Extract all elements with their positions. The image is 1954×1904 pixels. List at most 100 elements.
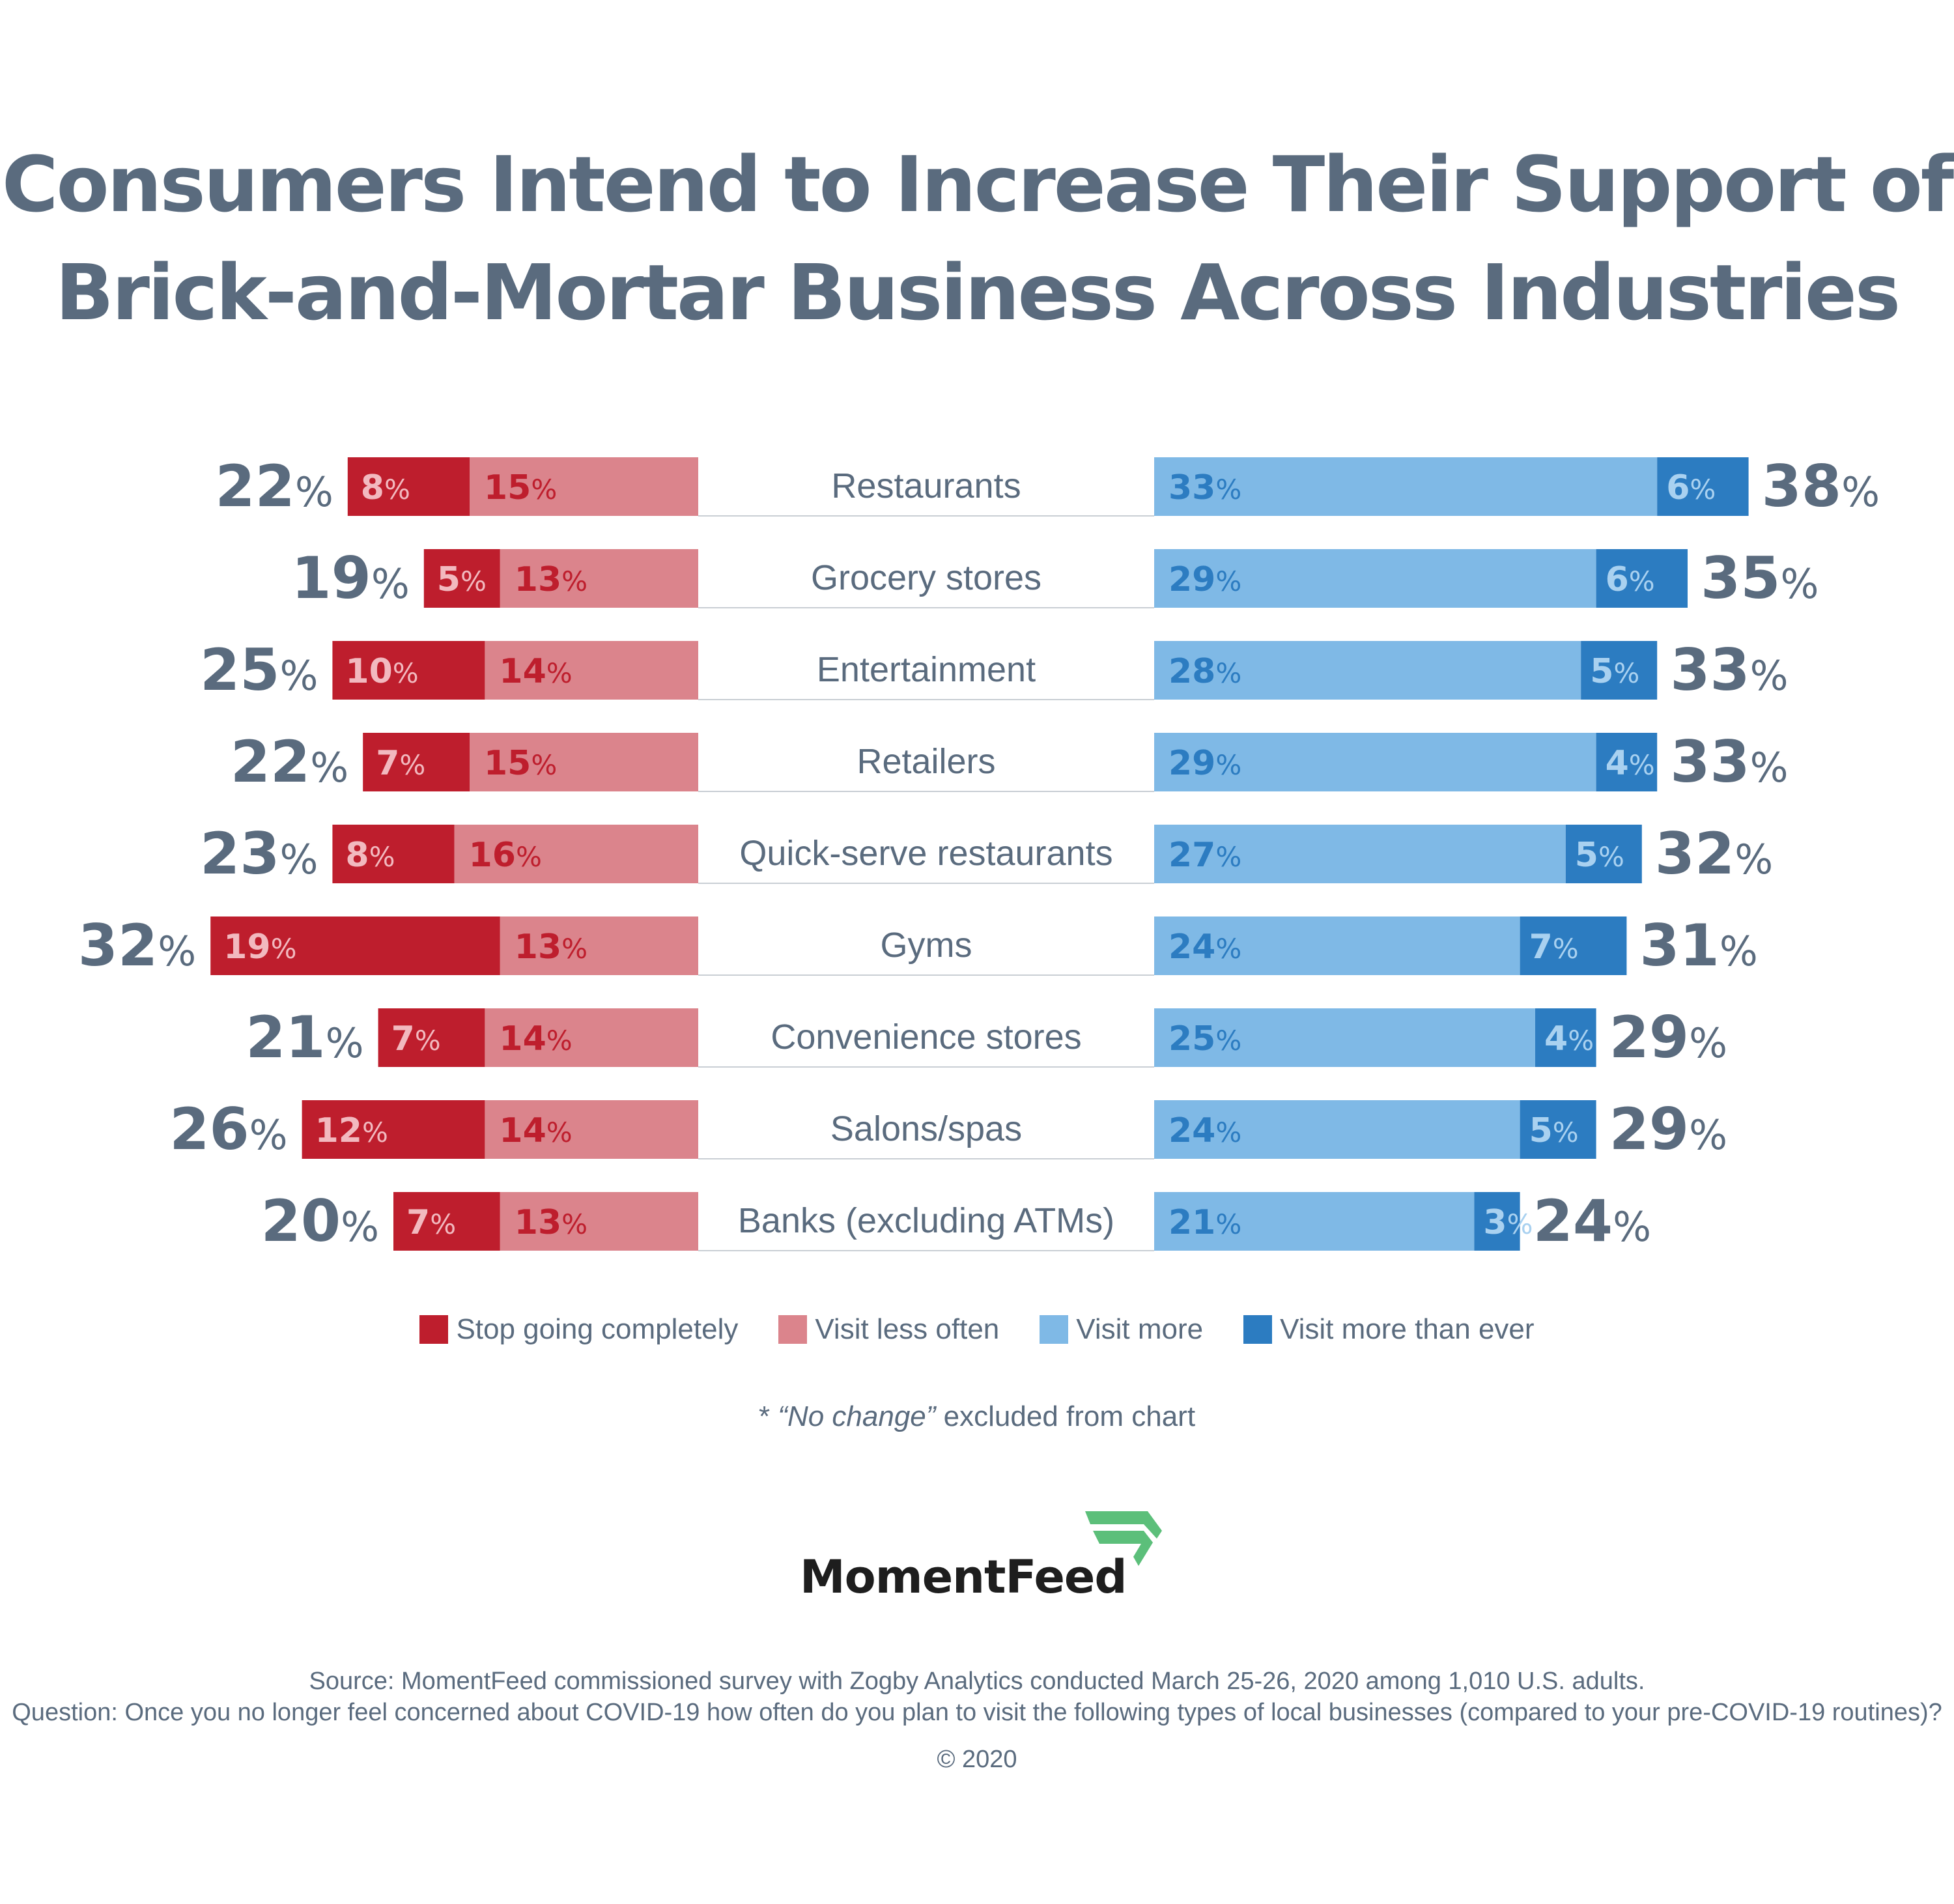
label-negative-total: 22% (231, 728, 348, 795)
logo-mark-stripe-1 (1085, 1511, 1162, 1539)
label-positive-total: 24% (1533, 1187, 1651, 1255)
bar-visit-more-than-ever (1565, 825, 1642, 883)
bar-stop-going (210, 916, 500, 975)
legend-label-stop: Stop going completely (456, 1313, 739, 1345)
label-positive-total: 29% (1609, 1004, 1727, 1071)
footnote-quoted: “No change” (778, 1400, 936, 1432)
bar-visit-less (500, 549, 698, 608)
bar-visit-more-than-ever (1520, 1100, 1596, 1159)
category-label: Banks (excluding ATMs) (738, 1201, 1114, 1240)
category-label: Gyms (881, 926, 972, 965)
label-visit-more-than-ever: 6% (1606, 560, 1655, 599)
chart-title: Consumers Intend to Increase Their Suppo… (0, 130, 1954, 347)
legend-swatch-less (778, 1315, 808, 1344)
category-label: Retailers (857, 742, 995, 781)
bar-visit-more (1154, 1100, 1520, 1159)
bar-stop-going (423, 549, 500, 608)
label-visit-less: 14% (499, 652, 572, 691)
label-positive-total: 35% (1701, 545, 1819, 612)
legend-item-less: Visit less often (778, 1313, 999, 1346)
bar-stop-going (378, 1008, 485, 1067)
bar-visit-more (1154, 825, 1566, 883)
label-negative-total: 20% (261, 1187, 379, 1255)
label-visit-more-than-ever: 4% (1606, 744, 1655, 783)
copyright: © 2020 (937, 1746, 1017, 1773)
bar-visit-more-than-ever (1596, 733, 1658, 791)
bar-stop-going (302, 1100, 485, 1159)
bar-visit-more-than-ever (1596, 549, 1688, 608)
momentfeed-logo: MomentFeed (800, 1511, 1165, 1615)
label-negative-total: 32% (78, 912, 196, 979)
legend-label-ever: Visit more than ever (1280, 1313, 1535, 1345)
label-visit-more: 24% (1168, 1111, 1241, 1150)
bar-visit-more (1154, 457, 1658, 516)
label-negative-total: 19% (291, 545, 409, 612)
label-visit-less: 15% (484, 468, 557, 507)
legend-swatch-stop (419, 1315, 449, 1344)
legend-swatch-ever (1243, 1315, 1273, 1344)
bar-visit-more (1154, 641, 1581, 700)
legend-label-more: Visit more (1076, 1313, 1204, 1345)
label-visit-less: 14% (499, 1111, 572, 1150)
label-negative-total: 21% (246, 1004, 363, 1071)
category-label: Entertainment (817, 650, 1036, 689)
label-stop-going: 12% (315, 1111, 388, 1150)
label-visit-less: 13% (515, 1203, 588, 1242)
label-stop-going: 5% (437, 560, 487, 599)
bar-stop-going (332, 825, 455, 883)
bar-visit-more-than-ever (1657, 457, 1749, 516)
legend-item-stop: Stop going completely (419, 1313, 738, 1346)
legend-item-ever: Visit more than ever (1243, 1313, 1535, 1346)
chart-title-line-2: Brick-and-Mortar Business Across Industr… (55, 248, 1901, 337)
label-visit-more: 21% (1168, 1203, 1241, 1242)
bar-visit-more-than-ever (1535, 1008, 1596, 1067)
label-visit-more-than-ever: 5% (1590, 652, 1639, 691)
label-visit-more-than-ever: 5% (1575, 836, 1624, 875)
label-negative-total: 22% (215, 453, 333, 520)
logo-mark-stripe-2 (1093, 1531, 1153, 1566)
bar-visit-more-than-ever (1474, 1192, 1520, 1251)
legend-item-more: Visit more (1040, 1313, 1203, 1346)
bar-visit-less (485, 641, 698, 700)
label-visit-more: 27% (1168, 836, 1241, 875)
legend-swatch-more (1040, 1315, 1069, 1344)
bar-visit-more (1154, 733, 1596, 791)
bar-visit-less (470, 457, 698, 516)
bar-visit-more (1154, 916, 1520, 975)
label-visit-more: 29% (1168, 560, 1241, 599)
label-visit-more-than-ever: 5% (1529, 1111, 1579, 1150)
bar-visit-more-than-ever (1581, 641, 1658, 700)
label-stop-going: 7% (376, 744, 425, 783)
diverging-bar-chart: 8% 15% 33% 6% 22% 38% Restaurants 5% 13% 29% 6% 19%… (78, 453, 1880, 1255)
label-visit-more: 33% (1168, 468, 1241, 507)
label-visit-less: 15% (484, 744, 557, 783)
bar-stop-going (347, 457, 470, 516)
label-visit-more-than-ever: 3% (1483, 1203, 1533, 1242)
bar-stop-going (332, 641, 485, 700)
question-line: Question: Once you no longer feel concer… (12, 1699, 1942, 1726)
label-negative-total: 23% (200, 820, 318, 887)
bar-visit-more-than-ever (1520, 916, 1627, 975)
bar-visit-less (500, 916, 698, 975)
label-visit-more: 24% (1168, 928, 1241, 967)
label-stop-going: 7% (406, 1203, 456, 1242)
bar-visit-less (470, 733, 698, 791)
logo-wordmark: MomentFeed (800, 1550, 1127, 1604)
label-negative-total: 26% (169, 1096, 287, 1163)
legend-label-less: Visit less often (815, 1313, 1000, 1345)
label-stop-going: 10% (345, 652, 418, 691)
label-positive-total: 31% (1639, 912, 1757, 979)
label-stop-going: 8% (361, 468, 410, 507)
category-label: Salons/spas (830, 1109, 1022, 1148)
label-visit-more-than-ever: 4% (1544, 1019, 1594, 1059)
bar-stop-going (393, 1192, 500, 1251)
momentfeed-logo-icon (1085, 1511, 1162, 1566)
bar-visit-less (485, 1100, 698, 1159)
label-stop-going: 7% (391, 1019, 441, 1059)
category-label: Quick-serve restaurants (739, 834, 1112, 873)
bar-visit-more (1154, 1008, 1535, 1067)
label-positive-total: 29% (1609, 1096, 1727, 1163)
label-visit-more: 29% (1168, 744, 1241, 783)
category-label: Restaurants (831, 466, 1021, 505)
label-positive-total: 33% (1670, 636, 1788, 703)
